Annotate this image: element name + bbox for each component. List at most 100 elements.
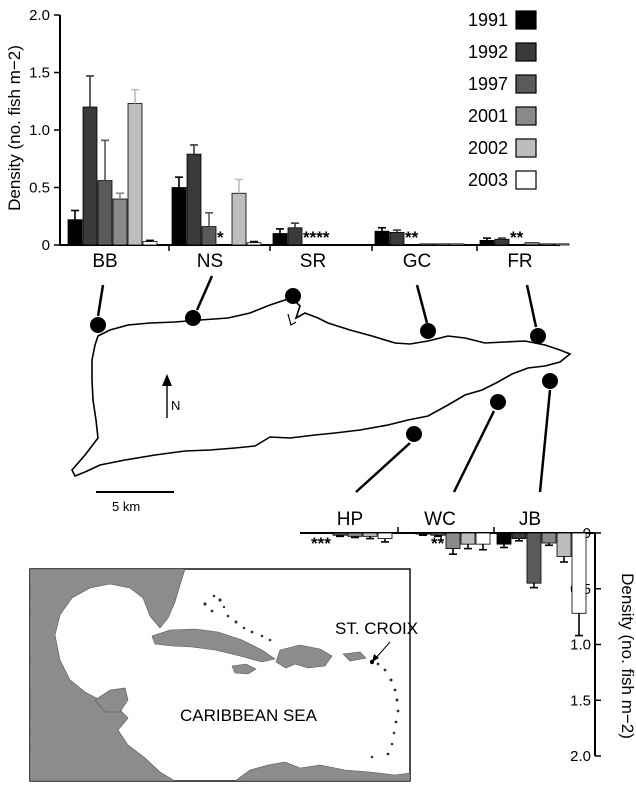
leader-wc bbox=[452, 410, 496, 493]
top-bar bbox=[171, 187, 187, 246]
top-y-tick-label: 1.5 bbox=[29, 65, 50, 82]
bottom-bar bbox=[415, 532, 431, 535]
legend-swatch bbox=[515, 170, 537, 190]
legend-label: 2001 bbox=[468, 106, 508, 126]
top-axes: 0 0.5 1.0 1.5 2.0 BB NS SR GC FR bbox=[29, 7, 560, 272]
bottom-missing-asterisks: ** bbox=[431, 534, 445, 553]
top-bar bbox=[82, 106, 98, 246]
top-bar bbox=[449, 243, 465, 246]
top-missing-asterisks: ** bbox=[405, 228, 419, 247]
top-bar bbox=[127, 103, 143, 246]
top-site-label: BB bbox=[92, 251, 117, 272]
top-bar bbox=[374, 230, 390, 246]
top-bar bbox=[287, 227, 303, 246]
top-site-label: SR bbox=[300, 251, 326, 272]
legend-swatch bbox=[515, 106, 537, 126]
bottom-bar bbox=[460, 532, 476, 545]
site-marker-gc bbox=[420, 323, 436, 339]
inset-st-croix-arrow bbox=[374, 641, 391, 660]
bottom-y-tick-label: 2.0 bbox=[570, 748, 591, 765]
bottom-bar bbox=[541, 532, 557, 544]
inset-cuba bbox=[151, 628, 276, 663]
site-marker-fr bbox=[530, 328, 546, 344]
inset-yucatan bbox=[94, 687, 129, 713]
top-bars: * **** ** ** bbox=[67, 75, 570, 247]
inset-bahamas bbox=[203, 594, 272, 642]
inset-lesser-antilles bbox=[370, 662, 400, 759]
top-bar bbox=[539, 243, 555, 246]
bottom-site-label: JB bbox=[519, 509, 541, 530]
top-bar bbox=[246, 242, 262, 246]
top-bar bbox=[67, 219, 83, 246]
island-outline bbox=[71, 297, 572, 478]
inset-jamaica bbox=[231, 663, 257, 675]
bottom-bar bbox=[556, 532, 572, 557]
top-missing-asterisks: * bbox=[217, 228, 224, 247]
bottom-bar bbox=[496, 532, 512, 545]
bottom-missing-asterisks: *** bbox=[311, 534, 331, 553]
leader-bb bbox=[96, 284, 105, 317]
top-bar bbox=[97, 180, 113, 246]
inset-south-america bbox=[234, 761, 410, 781]
leader-fr bbox=[525, 284, 538, 328]
top-bar bbox=[272, 233, 288, 246]
top-bar bbox=[231, 192, 247, 246]
top-density-chart: 00.51.01.52.0BB NS SR GC FR * **** ** ** 199119… bbox=[5, 7, 570, 272]
bottom-site-label: WC bbox=[424, 509, 456, 530]
top-bar bbox=[142, 241, 158, 246]
bottom-bar bbox=[445, 532, 461, 550]
legend-swatch bbox=[515, 74, 537, 94]
site-marker-sr bbox=[285, 288, 301, 304]
bottom-bar bbox=[511, 532, 527, 539]
top-bar bbox=[494, 238, 510, 246]
top-y-tick-label: 0.5 bbox=[29, 180, 50, 197]
leader-hp bbox=[355, 442, 411, 493]
top-bar bbox=[419, 243, 435, 246]
top-bar bbox=[434, 243, 450, 246]
bottom-y-axis-label: Density (no. fish m−2) bbox=[618, 573, 636, 739]
bottom-bar bbox=[475, 532, 491, 545]
bottom-y-tick-label: 0 bbox=[583, 525, 591, 542]
top-y-tick-label: 0 bbox=[42, 237, 50, 254]
legend: 1991 1992 1997 2001 2002 2003 bbox=[468, 10, 537, 190]
legend-label: 1997 bbox=[468, 74, 508, 94]
bottom-y-tick-label: 1.0 bbox=[570, 637, 591, 654]
leader-ns bbox=[195, 275, 214, 311]
bottom-site-label: HP bbox=[337, 509, 363, 530]
island-inlet bbox=[287, 313, 297, 326]
top-site-label: GC bbox=[403, 251, 432, 272]
inset-hispaniola bbox=[275, 644, 333, 669]
legend-label: 1991 bbox=[468, 10, 508, 30]
bottom-bar bbox=[571, 532, 587, 614]
north-label: N bbox=[171, 398, 180, 413]
top-site-label: FR bbox=[507, 251, 532, 272]
top-missing-asterisks: **** bbox=[303, 228, 330, 247]
inset-north-america bbox=[30, 569, 186, 781]
legend-swatch bbox=[515, 138, 537, 158]
top-bar bbox=[112, 198, 128, 246]
leader-gc bbox=[415, 284, 429, 324]
scale-label: 5 km bbox=[112, 499, 140, 514]
top-bar bbox=[201, 226, 217, 246]
top-bar bbox=[389, 231, 405, 246]
north-arrow: N bbox=[162, 374, 180, 418]
leader-jb bbox=[538, 389, 552, 493]
site-marker-wc bbox=[490, 394, 506, 410]
legend-swatch bbox=[515, 10, 537, 30]
legend-swatch bbox=[515, 42, 537, 62]
bottom-y-tick-label: 1.5 bbox=[570, 692, 591, 709]
top-y-axis-label: Density (no. fish m−2) bbox=[5, 45, 24, 211]
legend-label: 2003 bbox=[468, 170, 508, 190]
site-marker-hp bbox=[406, 426, 422, 442]
site-marker-bb bbox=[90, 317, 106, 333]
top-bar bbox=[554, 243, 570, 246]
inset-island-label: ST. CROIX bbox=[335, 619, 418, 638]
bottom-bar bbox=[362, 532, 378, 537]
top-y-tick-label: 1.0 bbox=[29, 122, 50, 139]
bottom-bars: *** ** bbox=[311, 532, 587, 637]
top-bar bbox=[524, 242, 540, 246]
inset-sea-label: CARIBBEAN SEA bbox=[180, 706, 318, 725]
top-y-tick-label: 2.0 bbox=[29, 7, 50, 24]
